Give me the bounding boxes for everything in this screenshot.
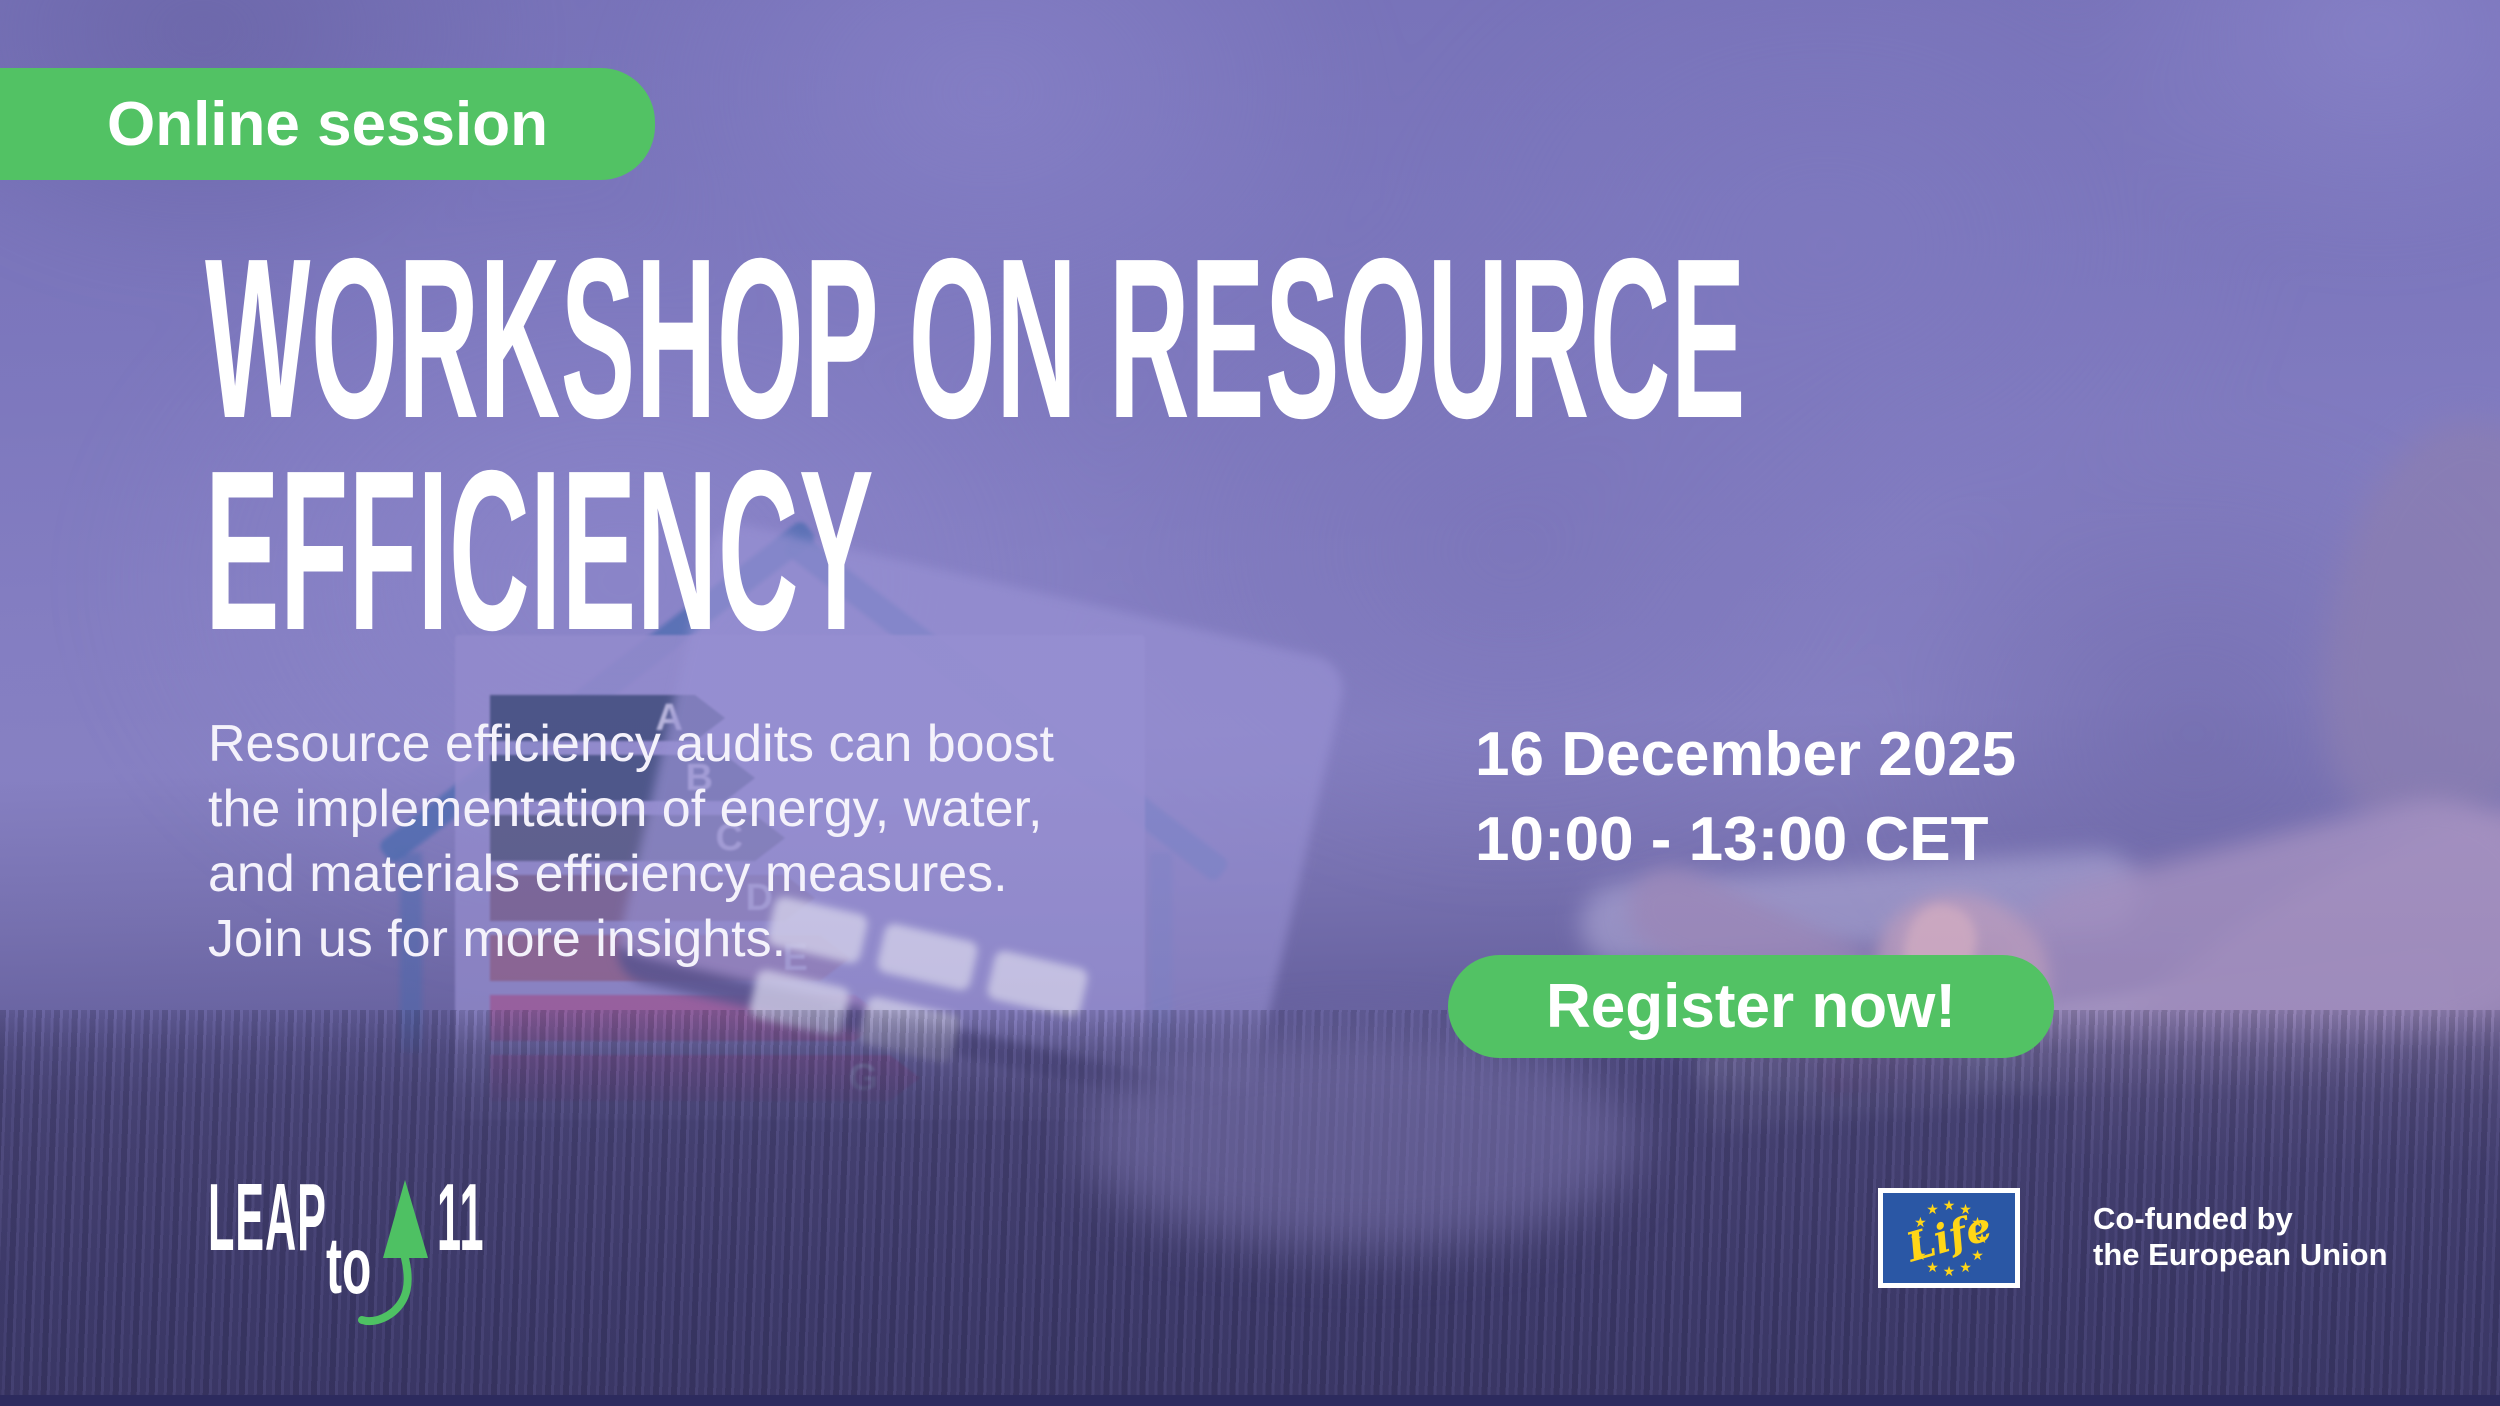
title-line-1: WORKSHOP ON RESOURCE [205,212,1746,466]
eu-star-icon: ★ [1975,1230,1989,1246]
leap-logo-connector: to [326,1221,372,1310]
leap-logo-word: LEAP [208,1164,327,1271]
event-date: 16 December 2025 [1475,720,2017,789]
eu-funding-line: Co-funded by [2093,1201,2293,1236]
title-line-2: EFFICIENCY [205,424,875,678]
event-description: Resource efficiency audits can boost the… [208,712,1054,972]
leap-to-11-logo: LEAP to 11 [208,1170,518,1343]
house-post-left [400,852,422,1052]
register-button[interactable]: Register now! [1448,955,2054,1058]
eu-star-icon: ★ [1914,1246,1927,1263]
description-line: the implementation of energy, water, [208,780,1043,838]
description-line: and materials efficiency measures. [208,845,1008,903]
eu-star-icon: ★ [1971,1213,1984,1230]
grass-highlight [1080,1030,1640,1250]
eu-funding-line: the European Union [2093,1237,2388,1272]
page-title: WORKSHOP ON RESOURCE EFFICIENCY [205,212,1746,678]
eu-star-icon: ★ [1942,1197,1956,1213]
leap-logo-number: 11 [437,1164,485,1271]
eu-star-icon: ★ [1914,1213,1927,1230]
growth-arrow-icon [358,1180,428,1326]
bottom-edge-strip [0,1395,2500,1406]
eu-star-icon: ★ [1971,1246,1984,1263]
eu-funding-text: Co-funded by the European Union [2093,1188,2388,1273]
eu-star-icon: ★ [1926,1201,1939,1218]
register-button-label: Register now! [1546,972,1956,1041]
eu-star-icon: ★ [1926,1258,1939,1275]
session-type-label: Online session [106,89,549,159]
eu-star-icon: ★ [1942,1263,1956,1279]
session-type-badge: Online session [0,68,655,180]
eu-star-icon: ★ [1959,1258,1972,1275]
event-time: 10:00 - 13:00 CET [1475,805,1989,874]
description-line: Resource efficiency audits can boost [208,715,1054,773]
event-datetime: 16 December 2025 10:00 - 13:00 CET [1475,712,2016,882]
eu-star-icon: ★ [1959,1201,1972,1218]
eu-star-icon: ★ [1909,1230,1923,1246]
eu-life-logo: ★ ★ ★ ★ ★ ★ ★ ★ ★ ★ ★ ★ Life Co-funded by the Europ… [1878,1188,2388,1288]
eu-flag: ★ ★ ★ ★ ★ ★ ★ ★ ★ ★ ★ ★ Life [1878,1188,2020,1288]
description-line: Join us for more insights. [208,910,787,968]
